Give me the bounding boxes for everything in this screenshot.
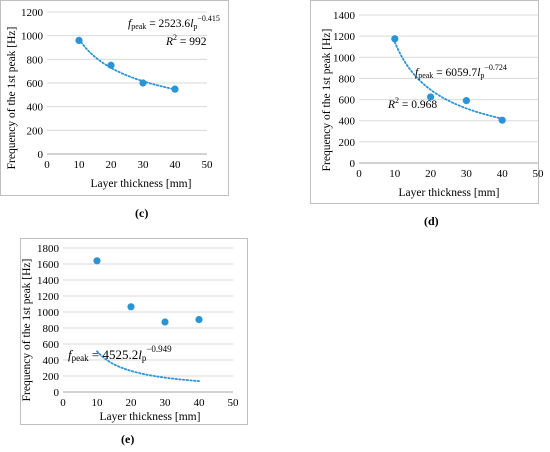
data-point (107, 61, 115, 69)
data-point (171, 85, 179, 93)
trendline (78, 38, 176, 91)
x-tick-label: 20 (126, 397, 138, 409)
y-tick-label: 1000 (21, 31, 44, 43)
x-tick-label: 0 (60, 397, 66, 409)
y-tick-label: 800 (43, 323, 60, 335)
x-tick-label: 10 (92, 397, 104, 409)
x-tick-label: 30 (461, 168, 473, 180)
x-tick-label: 50 (228, 397, 240, 409)
y-tick-label: 1000 (37, 307, 60, 319)
y-tick-label: 800 (339, 73, 356, 85)
chart-c: 0 200 400 600 800 1000 1200 0 10 20 30 40 50 Layer t… (0, 0, 229, 196)
trendline (96, 350, 200, 382)
chart-frame (310, 0, 539, 204)
data-point (195, 316, 203, 324)
chart-frame (20, 238, 248, 425)
y-tick-label: 600 (43, 339, 60, 351)
x-tick-label: 20 (425, 168, 437, 180)
data-points (93, 257, 203, 326)
y-tick-label: 200 (27, 125, 44, 137)
y-tick-label: 1200 (333, 31, 356, 43)
tick-labels: 0 200 400 600 800 1000 1200 1400 0 10 20 30 40 50 (333, 10, 544, 180)
x-axis-label: Layer thickness [mm] (91, 178, 192, 190)
x-tick-label: 10 (389, 168, 401, 180)
x-tick-label: 20 (106, 159, 118, 171)
y-axis-label: Frequency of the 1st peak [Hz] (321, 29, 333, 172)
y-tick-label: 1200 (21, 7, 44, 19)
r-squared-label: R2 = 0.968 (387, 96, 437, 111)
x-tick-label: 40 (497, 168, 509, 180)
x-tick-label: 40 (194, 397, 206, 409)
y-tick-label: 1400 (37, 275, 60, 287)
y-tick-label: 1200 (37, 291, 60, 303)
y-axis-label: Frequency of the 1st peak [Hz] (21, 259, 33, 402)
y-tick-label: 600 (27, 78, 44, 90)
y-tick-label: 400 (339, 116, 356, 128)
chart-frame (0, 0, 229, 196)
data-point (427, 93, 435, 101)
data-points (75, 36, 179, 93)
y-tick-label: 800 (27, 54, 44, 66)
x-tick-label: 0 (356, 168, 362, 180)
y-tick-label: 400 (43, 355, 60, 367)
data-point (391, 35, 399, 43)
data-point (75, 36, 83, 45)
data-point (139, 79, 147, 87)
x-tick-label: 10 (74, 159, 86, 171)
y-tick-label: 600 (339, 95, 356, 107)
y-axis-label: Frequency of the 1st peak [Hz] (6, 27, 18, 170)
data-point (93, 257, 101, 265)
x-tick-label: 50 (202, 159, 214, 171)
tick-labels: 0 200 400 600 800 1000 1200 1400 1600 1800 0 10 20 30… (37, 243, 239, 409)
trendline (393, 41, 504, 120)
trendline-path (393, 41, 504, 120)
equation-label: fpeak = 6059.7lp−0.724 (415, 63, 507, 80)
equation-label: fpeak = 2523.6lp−0.415 (128, 14, 220, 31)
y-tick-label: 200 (339, 137, 356, 149)
data-point (462, 97, 470, 105)
r-squared-label: R2 = 992 (165, 33, 207, 48)
chart-d: 0 200 400 600 800 1000 1200 1400 0 10 20 30 40 50 Lay… (310, 0, 544, 204)
x-axis-label: Layer thickness [mm] (100, 411, 201, 423)
y-tick-label: 0 (350, 158, 356, 170)
x-tick-label: 50 (533, 168, 545, 180)
x-axis-label: Layer thickness [mm] (399, 187, 500, 199)
caption-e: (e) (121, 432, 135, 446)
y-tick-label: 200 (43, 371, 60, 383)
y-tick-label: 1400 (333, 10, 356, 22)
equation-label: fpeak = 4525.2lp−0.949 (68, 344, 172, 363)
x-tick-label: 0 (44, 159, 50, 171)
tick-labels: 0 200 400 600 800 1000 1200 0 10 20 30 40 50 (21, 7, 213, 171)
x-tick-label: 30 (138, 159, 150, 171)
chart-e: 0 200 400 600 800 1000 1200 1400 1600 1800 0 10 20 30… (20, 238, 248, 425)
y-tick-label: 1800 (37, 243, 60, 255)
x-tick-label: 30 (160, 397, 172, 409)
y-tick-label: 0 (54, 387, 60, 399)
data-points (391, 35, 506, 124)
y-tick-label: 0 (38, 149, 44, 161)
trendline-path (96, 350, 200, 382)
data-point (161, 318, 169, 326)
x-tick-label: 40 (170, 159, 182, 171)
trendline-path (78, 38, 176, 91)
caption-d: (d) (424, 214, 439, 228)
data-point (498, 116, 506, 124)
y-tick-label: 1000 (333, 52, 356, 64)
data-point (127, 303, 135, 311)
caption-c: (c) (135, 206, 149, 220)
y-tick-label: 1600 (37, 259, 60, 271)
y-tick-label: 400 (27, 102, 44, 114)
